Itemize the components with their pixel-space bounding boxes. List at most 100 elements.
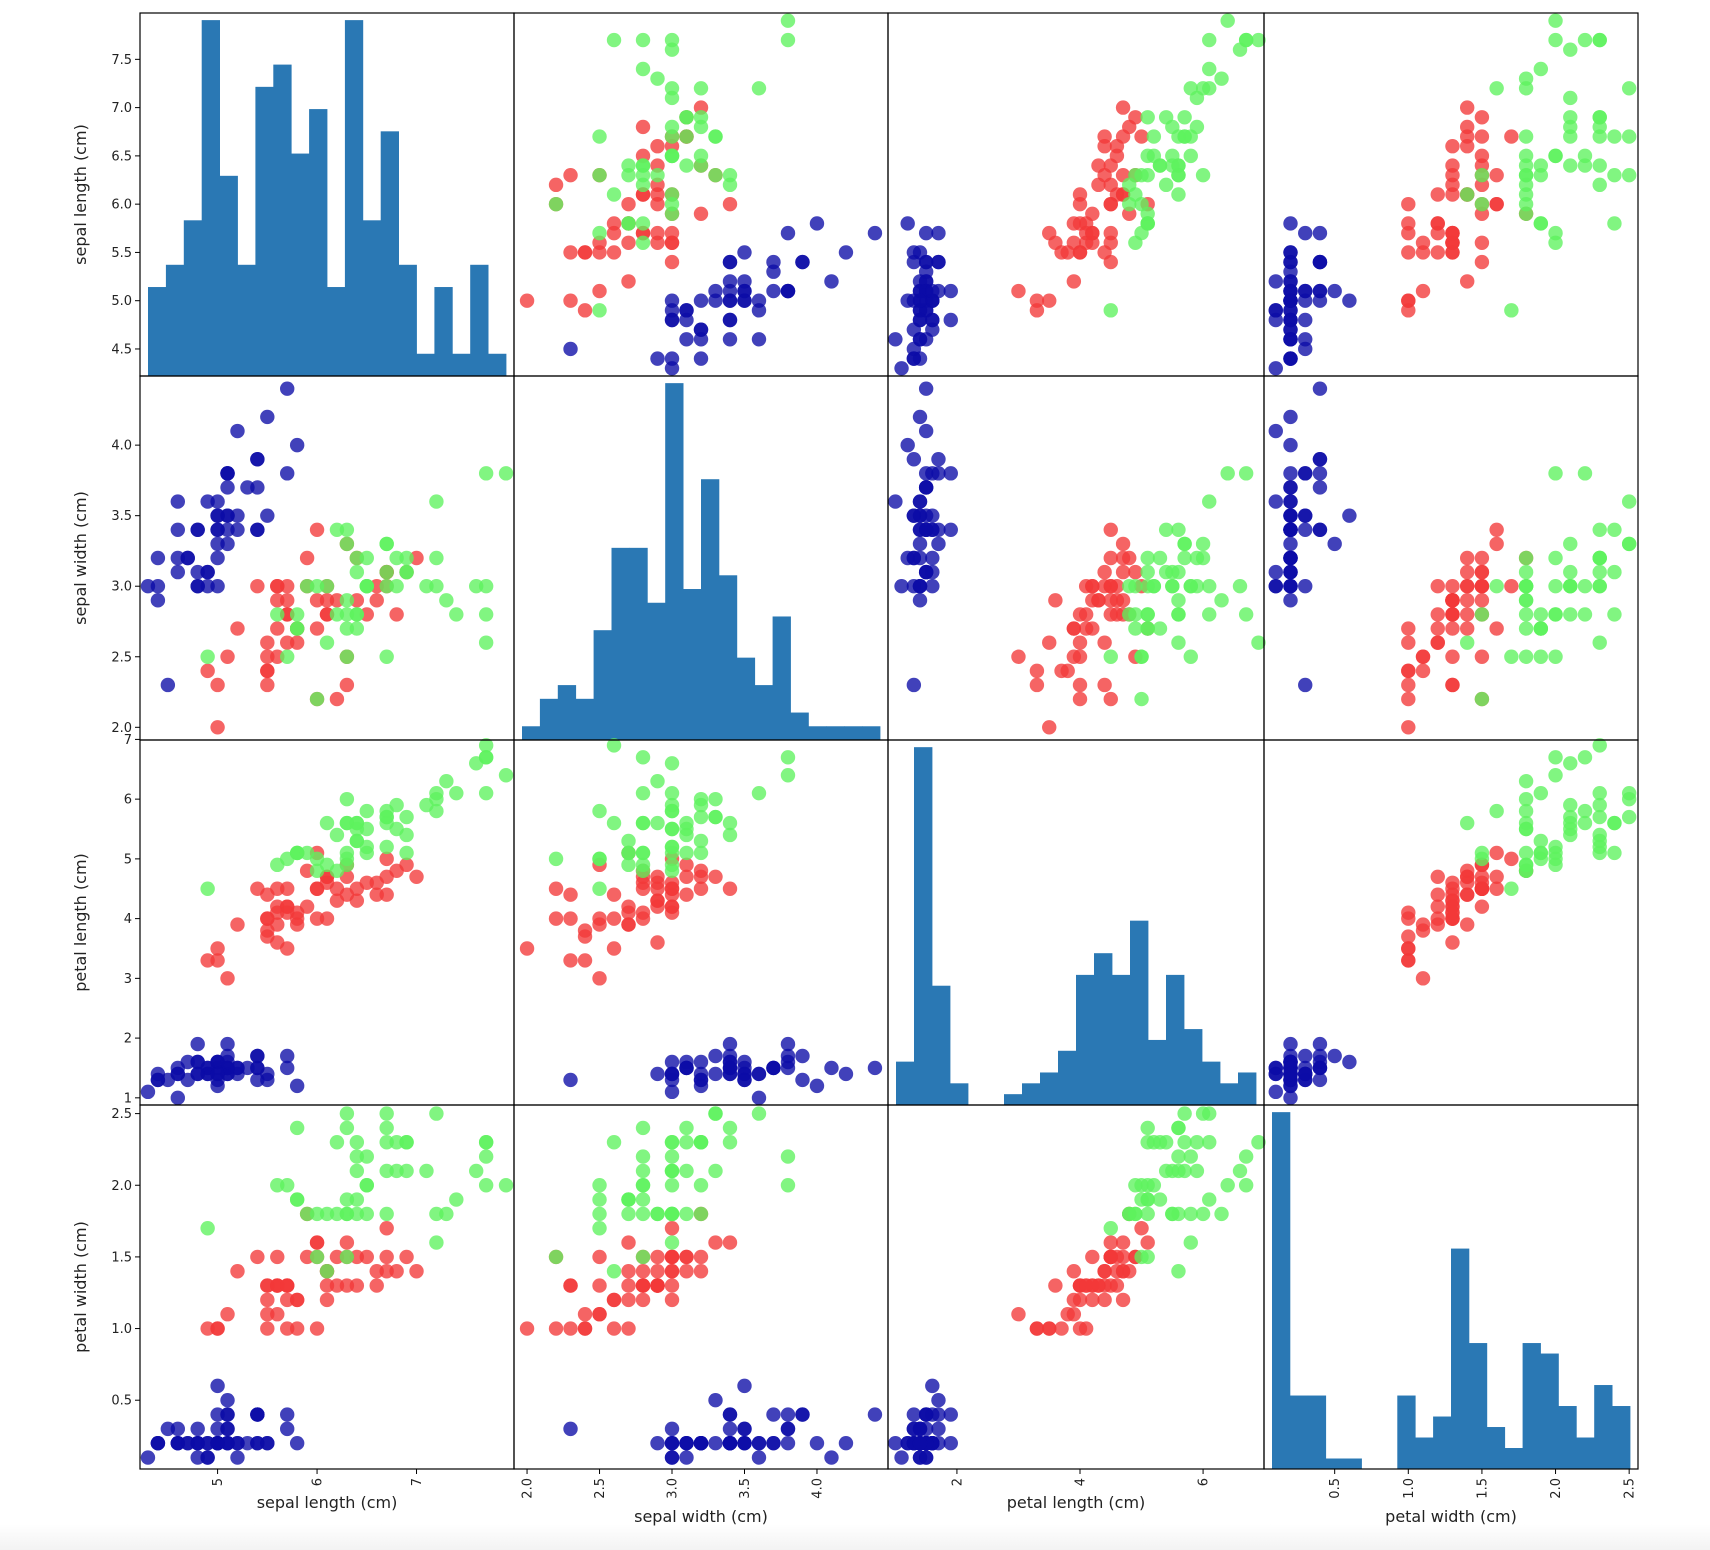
scatter-point: [359, 1178, 374, 1193]
scatter-point: [722, 1036, 738, 1052]
scatter-point: [1115, 100, 1131, 115]
scatter-point: [1171, 1264, 1186, 1279]
scatter-point: [737, 274, 752, 289]
scatter-point: [1122, 579, 1137, 594]
scatter-point: [349, 550, 365, 566]
scatter-point: [650, 935, 665, 950]
scatter-point: [349, 1278, 365, 1293]
scatter-point: [180, 1054, 195, 1070]
scatter-point: [309, 1321, 325, 1336]
scatter-point: [379, 851, 394, 867]
scatter-point: [918, 480, 934, 495]
scatter-point: [635, 785, 651, 801]
scatter-point: [1097, 1292, 1112, 1308]
scatter-point: [200, 494, 215, 509]
y-tick-label: 4.5: [111, 342, 132, 357]
scatter-point: [548, 1321, 564, 1336]
scatter-point: [339, 791, 355, 807]
scatter-point: [1607, 167, 1622, 183]
scatter-point: [737, 245, 752, 260]
scatter-point: [429, 550, 444, 566]
scatter-point: [1109, 187, 1125, 202]
x-tick-label: 4: [1074, 1478, 1089, 1486]
scatter-point: [478, 607, 494, 622]
scatter-point: [1283, 1090, 1298, 1106]
scatter-point: [912, 1450, 928, 1465]
scatter-point: [309, 579, 325, 594]
scatter-point: [1415, 649, 1431, 664]
scatter-point: [943, 283, 958, 299]
scatter-point: [1103, 1221, 1118, 1236]
scatter-point: [664, 821, 680, 837]
scatter-point: [140, 579, 156, 594]
scatter-point: [1298, 225, 1313, 241]
scatter-point: [339, 1249, 355, 1265]
scatter-point: [1183, 579, 1198, 594]
scatter-point: [1283, 593, 1298, 608]
scatter-point: [280, 1060, 295, 1076]
scatter-point: [1283, 480, 1298, 495]
scatter-point: [1128, 235, 1143, 250]
scatter-point: [1298, 522, 1313, 537]
scatter-point: [1097, 677, 1112, 693]
scatter-point: [1140, 1206, 1155, 1222]
hist-bar: [165, 264, 185, 376]
scatter-point: [389, 1264, 404, 1279]
scatter-point: [592, 803, 607, 819]
scatter-point: [1592, 579, 1607, 594]
scatter-point: [679, 857, 694, 873]
y-tick-label: 4.0: [111, 439, 132, 454]
scatter-point: [1042, 293, 1057, 308]
hist-bar: [736, 657, 756, 740]
scatter-point: [606, 815, 622, 831]
scatter-point: [1415, 971, 1431, 986]
scatter-point: [1183, 649, 1198, 664]
scatter-point: [838, 1066, 854, 1082]
scatter-point: [1177, 110, 1192, 125]
scatter-point: [1122, 1264, 1137, 1279]
scatter-point: [1140, 110, 1155, 125]
scatter-point: [722, 332, 738, 347]
hist-bar: [1576, 1437, 1595, 1469]
scatter-point: [1283, 494, 1298, 509]
scatter-point: [309, 691, 325, 707]
scatter-point: [766, 283, 781, 299]
scatter-point: [1563, 158, 1578, 173]
scatter-point: [650, 881, 665, 896]
scatter-point: [339, 1192, 355, 1207]
scatter-point: [1115, 1235, 1131, 1250]
scatter-point: [289, 635, 305, 650]
hist-bar: [380, 131, 399, 376]
scatter-point: [1115, 593, 1131, 608]
hist-bar: [844, 726, 863, 740]
scatter-point: [679, 1163, 694, 1179]
scatter-point: [737, 1378, 752, 1394]
panel-3-3: [1272, 1112, 1631, 1469]
y-tick-label: 7: [124, 733, 132, 748]
scatter-point: [1504, 303, 1519, 318]
scatter-point: [289, 437, 305, 453]
scatter-point: [664, 785, 680, 801]
scatter-point: [478, 579, 494, 594]
scatter-point: [1298, 508, 1313, 523]
scatter-point: [1430, 607, 1445, 622]
scatter-point: [592, 1278, 607, 1293]
scatter-point: [399, 809, 414, 825]
scatter-point: [780, 1421, 796, 1437]
scatter-point: [1607, 607, 1622, 622]
scatter-point: [1592, 550, 1607, 566]
scatter-point: [1592, 177, 1607, 193]
scatter-point: [606, 1264, 622, 1279]
scatter-point: [260, 508, 275, 523]
scatter-point: [621, 1192, 636, 1207]
x-tick-label: 7: [410, 1478, 425, 1486]
hist-bar: [629, 547, 648, 740]
scatter-point: [606, 1292, 622, 1308]
scatter-point: [1489, 881, 1504, 896]
scatter-point: [1103, 593, 1118, 608]
scatter-point: [1011, 283, 1026, 299]
scatter-point: [449, 607, 464, 622]
scatter-point: [260, 1072, 275, 1088]
scatter-point: [1312, 452, 1328, 467]
scatter-point: [478, 738, 494, 753]
